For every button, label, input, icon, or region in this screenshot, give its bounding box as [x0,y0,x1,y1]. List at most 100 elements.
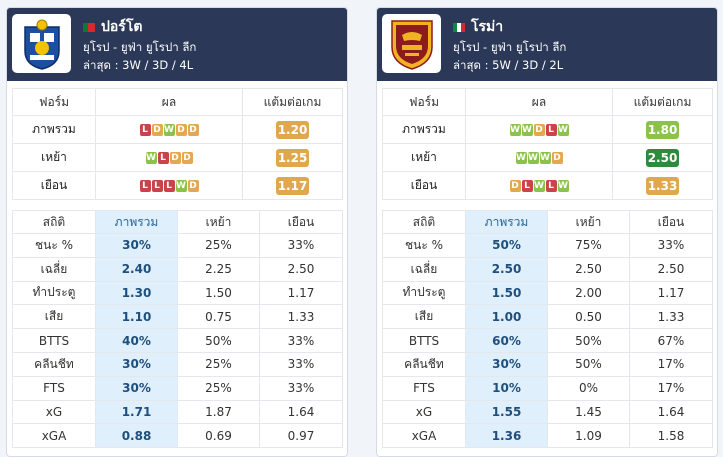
result-header: ผล [465,88,613,116]
team-card-porto: ปอร์โต ยุโรป - ยูฟ่า ยูโรปา ลีก ล่าสุด :… [6,7,348,457]
stat-label: เสีย [382,304,466,330]
porto-crest-icon [23,19,60,70]
stat-home: 0.69 [177,423,260,449]
result-badge-w: W [533,180,545,192]
recent-record: ล่าสุด : 3W / 3D / 4L [83,58,194,72]
result-badge-l: L [157,152,169,164]
stat-label: xGA [12,423,96,449]
stat-label: FTS [12,375,96,401]
stat-away: 33% [259,328,343,353]
stat-away: 33% [259,233,343,258]
stat-home: 2.00 [547,280,630,306]
stats-row: FTS 10% 0% 17% [382,375,713,401]
stats-row: xG 1.71 1.87 1.64 [12,399,343,425]
italy-flag-icon [453,22,465,32]
result-badge-l: L [139,180,151,192]
ppg-badge: 1.25 [276,148,309,167]
stat-overall: 50% [465,233,548,258]
overall-header: ภาพรวม [95,210,178,234]
stat-label: xG [12,399,96,425]
stats-row: เสีย 1.10 0.75 1.33 [12,304,343,330]
stats-row: คลีนชีท 30% 50% 17% [382,351,713,377]
stats-row: xGA 0.88 0.69 0.97 [12,423,343,449]
stat-overall: 40% [95,328,178,353]
stats-row: FTS 30% 25% 33% [12,375,343,401]
stat-overall: 30% [95,351,178,377]
stat-overall: 10% [465,375,548,401]
result-badge-d: D [175,124,187,136]
ppg-badge: 1.20 [276,120,309,139]
stat-overall: 30% [465,351,548,377]
team-name[interactable]: โรม่า [471,19,504,35]
form-label: ภาพรวม [382,115,466,144]
stat-away: 1.58 [629,423,713,449]
stats-table: สถิติ ภาพรวม เหย้า เยือน ชนะ % 30% 25% 33% เ… [12,210,343,449]
stat-label: คลีนชีท [12,351,96,377]
stat-away: 2.50 [259,256,343,282]
result-badge-d: D [533,124,545,136]
team-card-roma: โรม่า ยุโรป - ยูฟ่า ยูโรปา ลีก ล่าสุด : … [376,7,718,457]
stat-home: 25% [177,375,260,401]
team-name[interactable]: ปอร์โต [101,19,143,35]
result-badge-w: W [145,152,157,164]
stat-home: 25% [177,233,260,258]
league-name[interactable]: ยุโรป - ยูฟ่า ยูโรปา ลีก [453,40,567,54]
stats-header: สถิติ [12,210,96,234]
result-badge-l: L [545,180,557,192]
stat-away: 2.50 [629,256,713,282]
result-badge-d: D [151,124,163,136]
league-name[interactable]: ยุโรป - ยูฟ่า ยูโรปา ลีก [83,40,197,54]
home-header: เหย้า [177,210,260,234]
result-badge-l: L [139,124,151,136]
stat-label: BTTS [12,328,96,353]
stat-label: เสีย [12,304,96,330]
result-badge-l: L [163,180,175,192]
result-badge-d: D [187,180,199,192]
stat-overall: 1.50 [465,280,548,306]
stat-away: 1.17 [259,280,343,306]
stat-away: 1.17 [629,280,713,306]
stat-overall: 1.10 [95,304,178,330]
stat-label: ชนะ % [382,233,466,258]
stat-home: 50% [547,328,630,353]
stat-home: 2.25 [177,256,260,282]
form-header: ฟอร์ม [12,88,96,116]
team-logo[interactable] [12,14,71,73]
stat-label: ทำประตู [382,280,466,306]
stat-label: เฉลี่ย [382,256,466,282]
stat-home: 0.50 [547,304,630,330]
stat-label: BTTS [382,328,466,353]
team-logo[interactable] [382,14,441,73]
home-header: เหย้า [547,210,630,234]
result-badge-w: W [175,180,187,192]
stat-label: xG [382,399,466,425]
stats-header: สถิติ [382,210,466,234]
stat-label: ทำประตู [12,280,96,306]
result-header: ผล [95,88,243,116]
result-badge-w: W [557,180,569,192]
result-badge-w: W [509,124,521,136]
stat-label: xGA [382,423,466,449]
stat-away: 1.33 [259,304,343,330]
stat-away: 33% [259,375,343,401]
result-badge-w: W [557,124,569,136]
result-badge-d: D [509,180,521,192]
stats-row: BTTS 60% 50% 67% [382,328,713,353]
stats-row: ทำประตู 1.50 2.00 1.17 [382,280,713,306]
stat-home: 0% [547,375,630,401]
stat-away: 1.64 [629,399,713,425]
form-label: เยือน [382,171,466,200]
away-header: เยือน [629,210,713,234]
result-badge-l: L [151,180,163,192]
stat-home: 1.87 [177,399,260,425]
result-badge-w: W [515,152,527,164]
away-header: เยือน [259,210,343,234]
stat-overall: 60% [465,328,548,353]
result-badge-w: W [539,152,551,164]
ppg-badge: 1.17 [276,176,309,195]
